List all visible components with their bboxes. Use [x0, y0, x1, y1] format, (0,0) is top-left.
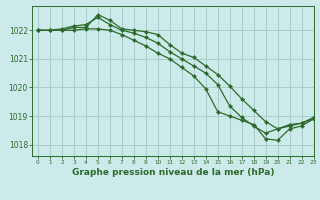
X-axis label: Graphe pression niveau de la mer (hPa): Graphe pression niveau de la mer (hPa): [72, 168, 274, 177]
